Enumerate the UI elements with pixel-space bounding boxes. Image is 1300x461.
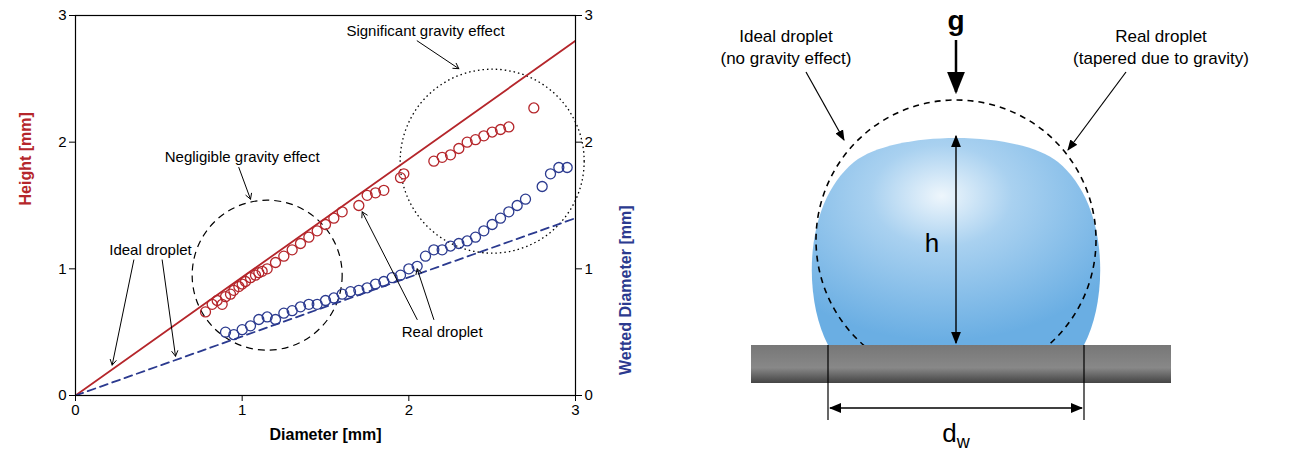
svg-text:1: 1: [58, 260, 66, 277]
svg-text:Diameter [mm]: Diameter [mm]: [269, 426, 381, 443]
svg-text:Height [mm]: Height [mm]: [17, 112, 34, 205]
svg-text:Significant gravity effect: Significant gravity effect: [346, 22, 505, 39]
svg-text:Ideal droplet: Ideal droplet: [109, 241, 192, 258]
svg-text:2: 2: [405, 401, 413, 418]
svg-text:Wetted Diameter [mm]: Wetted Diameter [mm]: [617, 206, 634, 376]
svg-text:Real droplet(tapered due to gr: Real droplet(tapered due to gravity): [1073, 27, 1249, 68]
svg-text:dw: dw: [942, 418, 970, 452]
svg-text:3: 3: [585, 6, 593, 23]
svg-text:3: 3: [571, 401, 579, 418]
svg-text:0: 0: [58, 386, 66, 403]
svg-text:1: 1: [585, 260, 593, 277]
svg-text:3: 3: [58, 6, 66, 23]
svg-text:1: 1: [238, 401, 246, 418]
svg-text:Real droplet: Real droplet: [402, 323, 484, 340]
svg-text:0: 0: [71, 401, 79, 418]
svg-text:g: g: [947, 5, 964, 36]
svg-text:2: 2: [585, 133, 593, 150]
svg-text:0: 0: [585, 386, 593, 403]
svg-text:Ideal droplet(no gravity effec: Ideal droplet(no gravity effect): [720, 27, 851, 68]
svg-text:Negligible gravity effect: Negligible gravity effect: [165, 148, 321, 165]
svg-text:h: h: [925, 228, 939, 258]
svg-text:2: 2: [58, 133, 66, 150]
